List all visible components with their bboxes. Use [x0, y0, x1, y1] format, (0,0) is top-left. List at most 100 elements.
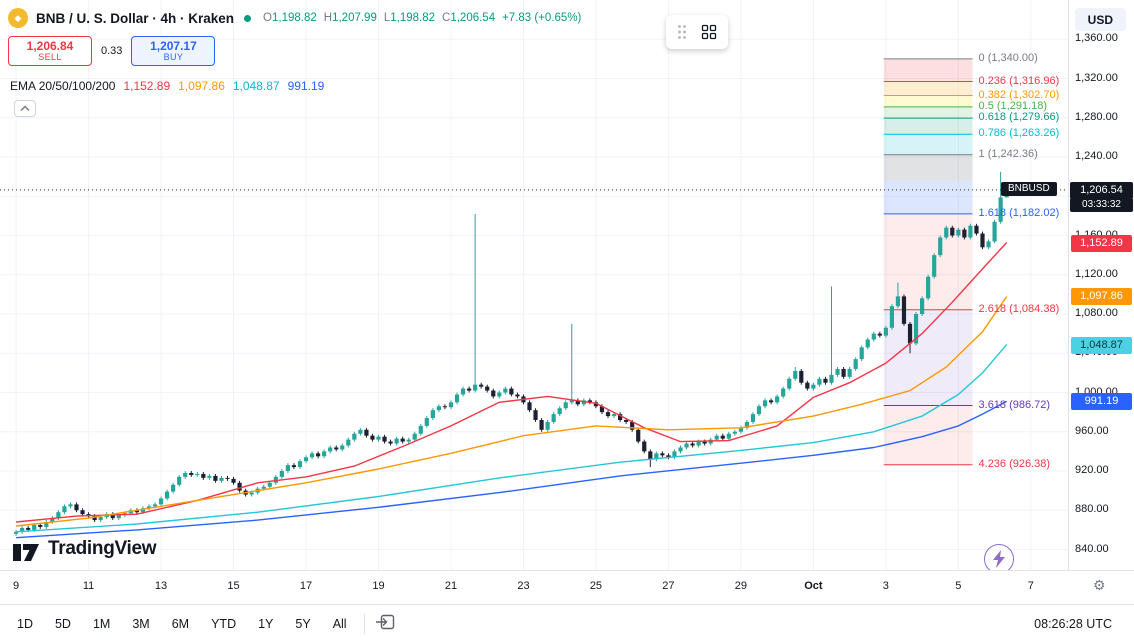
- time-label: 13: [154, 580, 168, 592]
- ema-indicator-legend[interactable]: EMA 20/50/100/200 1,152.89 1,097.86 1,048.…: [10, 79, 324, 93]
- current-price-badge: 1,206.54: [1070, 181, 1133, 199]
- price-tick-label: 1,280.00: [1075, 110, 1118, 123]
- fib-band: [883, 134, 973, 155]
- candle: [847, 367, 852, 379]
- toolbar-divider: [363, 613, 365, 634]
- candle: [291, 463, 297, 470]
- time-label: 11: [82, 580, 95, 592]
- range-button-All[interactable]: All: [324, 613, 356, 635]
- candle: [237, 480, 242, 493]
- candle-body: [744, 421, 750, 428]
- settings-gear-icon[interactable]: ⚙: [1093, 577, 1106, 593]
- sell-button[interactable]: 1,206.84 SELL: [8, 36, 92, 66]
- candle-body: [92, 516, 97, 521]
- candle: [678, 445, 683, 454]
- candle: [358, 427, 363, 436]
- candle-body: [183, 472, 188, 477]
- candle: [835, 367, 840, 377]
- buy-button[interactable]: 1,207.17 BUY: [131, 36, 216, 66]
- range-button-1M[interactable]: 1M: [84, 613, 119, 635]
- candle: [817, 376, 822, 387]
- candle: [744, 419, 750, 430]
- candle-body: [267, 482, 272, 487]
- drag-handle-icon[interactable]: [675, 22, 689, 42]
- candle-body: [986, 241, 991, 248]
- candle: [938, 235, 943, 258]
- candle: [189, 471, 194, 477]
- candle-body: [74, 504, 79, 511]
- candle: [684, 441, 689, 450]
- range-button-YTD[interactable]: YTD: [202, 613, 245, 635]
- floating-toolbar: [666, 15, 728, 49]
- high-label: H: [323, 12, 333, 24]
- go-to-date-button[interactable]: [373, 612, 397, 635]
- candle-body: [346, 439, 351, 446]
- candle-body: [762, 400, 768, 407]
- candle-body: [853, 359, 858, 369]
- candle: [587, 398, 592, 405]
- time-axis[interactable]: ⚙ 9 11 13 15 17 19 21 23 25 27 29 Oct 3 5 7: [0, 570, 1134, 604]
- candle-body: [618, 414, 623, 420]
- candle-body: [901, 296, 907, 324]
- symbol-title[interactable]: BNB / U. S. Dollar · 4h · Kraken: [36, 10, 235, 26]
- candle-body: [829, 374, 834, 383]
- candle-body: [430, 410, 435, 419]
- change-value: +7.83 (+0.65%): [502, 12, 582, 24]
- candle: [986, 239, 991, 250]
- candle: [883, 325, 888, 338]
- range-button-1Y[interactable]: 1Y: [249, 613, 282, 635]
- lightning-button[interactable]: [984, 544, 1014, 570]
- lightning-icon: [993, 550, 1005, 568]
- candle-body: [400, 438, 405, 442]
- range-button-5Y[interactable]: 5Y: [286, 613, 319, 635]
- candle-body: [146, 506, 152, 509]
- candle-body: [551, 414, 556, 422]
- candle-body: [279, 471, 284, 477]
- candle: [473, 213, 478, 393]
- candle: [581, 398, 586, 407]
- candle-body: [376, 436, 381, 440]
- candle-body: [213, 475, 218, 481]
- candle-body: [974, 225, 979, 234]
- fib-band: [883, 106, 973, 119]
- currency-selector-button[interactable]: USD: [1074, 8, 1126, 31]
- candle-body: [895, 296, 901, 307]
- price-axis[interactable]: 1,360.001,320.001,280.001,240.001,200.00…: [1068, 0, 1134, 570]
- candle-body: [20, 527, 25, 532]
- time-label: 5: [955, 580, 962, 592]
- chart-canvas[interactable]: BNBUSD 0 (1,340.00) 0.236 (1,316.96) 0.382…: [0, 0, 1068, 570]
- candle-body: [944, 227, 949, 238]
- candle: [334, 445, 339, 452]
- layout-grid-icon[interactable]: [699, 22, 719, 42]
- candle: [195, 471, 200, 477]
- candle: [382, 434, 387, 444]
- candle-body: [817, 378, 822, 385]
- price-tick-label: 840.00: [1075, 542, 1109, 555]
- collapse-legend-button[interactable]: [14, 100, 36, 117]
- candle: [732, 429, 737, 436]
- candle-body: [237, 482, 242, 491]
- candles-layer: [14, 171, 1009, 536]
- candle-body: [448, 402, 454, 408]
- grid-layer: [0, 0, 1068, 570]
- candle-body: [460, 388, 466, 395]
- fib-band: [883, 95, 973, 107]
- ema-price-badge: 1,048.87: [1071, 336, 1132, 354]
- candle: [14, 529, 19, 536]
- range-button-1D[interactable]: 1D: [8, 613, 42, 635]
- close-label: C: [442, 12, 451, 24]
- candle-body: [811, 384, 816, 389]
- clock-timezone-button[interactable]: 08:26:28 UTC: [1034, 616, 1112, 631]
- range-button-5D[interactable]: 5D: [46, 613, 80, 635]
- candle-body: [889, 306, 894, 328]
- range-button-3M[interactable]: 3M: [123, 613, 158, 635]
- candle-body: [769, 400, 774, 403]
- candle: [273, 474, 278, 485]
- candle: [775, 394, 780, 405]
- range-button-6M[interactable]: 6M: [163, 613, 198, 635]
- candle-body: [189, 472, 194, 475]
- tradingview-logo[interactable]: TradingView: [12, 536, 157, 562]
- candle-body: [364, 429, 369, 436]
- candle-body: [32, 524, 37, 530]
